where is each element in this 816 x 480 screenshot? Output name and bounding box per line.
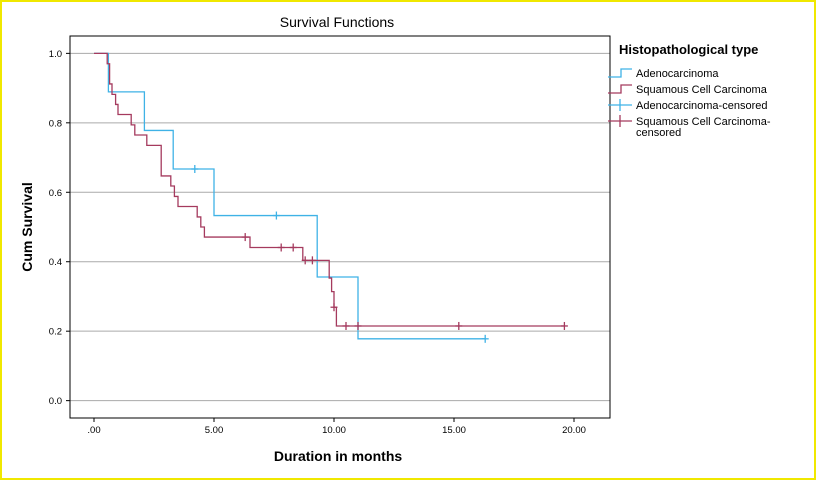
x-tick-label: 15.00 bbox=[442, 425, 466, 436]
series-line-squamous-cell-carcinoma bbox=[94, 52, 565, 327]
legend-entry: Squamous Cell Carcinoma-censored bbox=[608, 115, 771, 139]
y-axis-title: Cum Survival bbox=[19, 182, 35, 271]
axis-ticks: 0.0 0.2 0.4 0.6 0.8 1.0 .00 5.00 10.00 15.00 20.00 bbox=[49, 49, 586, 436]
legend-entry: Adenocarcinoma bbox=[608, 68, 719, 80]
series-line-adenocarcinoma bbox=[94, 52, 486, 340]
y-tick-label: 1.0 bbox=[49, 49, 62, 60]
censor-mark-squamous-cell-carcinoma bbox=[301, 256, 309, 265]
legend-label: Adenocarcinoma bbox=[636, 68, 719, 80]
y-tick-label: 0.6 bbox=[49, 188, 62, 199]
censor-mark-squamous-cell-carcinoma bbox=[241, 233, 249, 242]
legend-label: Squamous Cell Carcinoma bbox=[636, 84, 768, 96]
censor-mark-adenocarcinoma bbox=[272, 211, 280, 220]
plot-series bbox=[94, 52, 568, 343]
chart-title: Survival Functions bbox=[280, 14, 394, 30]
y-tick-label: 0.0 bbox=[49, 396, 62, 407]
plot-area-frame bbox=[69, 35, 611, 419]
y-tick-label: 0.8 bbox=[49, 118, 62, 129]
censor-mark-squamous-cell-carcinoma bbox=[289, 243, 297, 252]
censor-mark-squamous-cell-carcinoma bbox=[308, 256, 316, 265]
x-tick-label: 10.00 bbox=[322, 425, 346, 436]
x-tick-label: .00 bbox=[87, 425, 100, 436]
legend-swatch-step bbox=[608, 84, 632, 94]
legend-title: Histopathological type bbox=[619, 42, 758, 57]
censor-mark-squamous-cell-carcinoma bbox=[455, 321, 463, 330]
legend-entry: Adenocarcinoma-censored bbox=[608, 99, 767, 112]
censor-mark-squamous-cell-carcinoma bbox=[330, 303, 338, 312]
censor-mark-squamous-cell-carcinoma bbox=[342, 321, 350, 330]
censor-mark-squamous-cell-carcinoma bbox=[277, 243, 285, 252]
legend-label: Squamous Cell Carcinoma-censored bbox=[636, 116, 771, 139]
censor-mark-adenocarcinoma bbox=[481, 334, 489, 343]
legend: Adenocarcinoma Squamous Cell Carcinoma Ade… bbox=[608, 68, 771, 139]
legend-label: Adenocarcinoma-censored bbox=[636, 100, 767, 112]
legend-entry: Squamous Cell Carcinoma bbox=[608, 84, 768, 96]
y-tick-label: 0.4 bbox=[49, 257, 62, 268]
censor-mark-squamous-cell-carcinoma bbox=[560, 321, 568, 330]
censor-mark-squamous-cell-carcinoma bbox=[354, 321, 362, 330]
x-tick-label: 5.00 bbox=[205, 425, 224, 436]
x-tick-label: 20.00 bbox=[562, 425, 586, 436]
y-tick-label: 0.2 bbox=[49, 327, 62, 338]
legend-swatch-step bbox=[608, 68, 632, 78]
x-axis-title: Duration in months bbox=[274, 448, 403, 464]
censor-mark-adenocarcinoma bbox=[191, 165, 199, 174]
grid-lines bbox=[70, 52, 610, 402]
